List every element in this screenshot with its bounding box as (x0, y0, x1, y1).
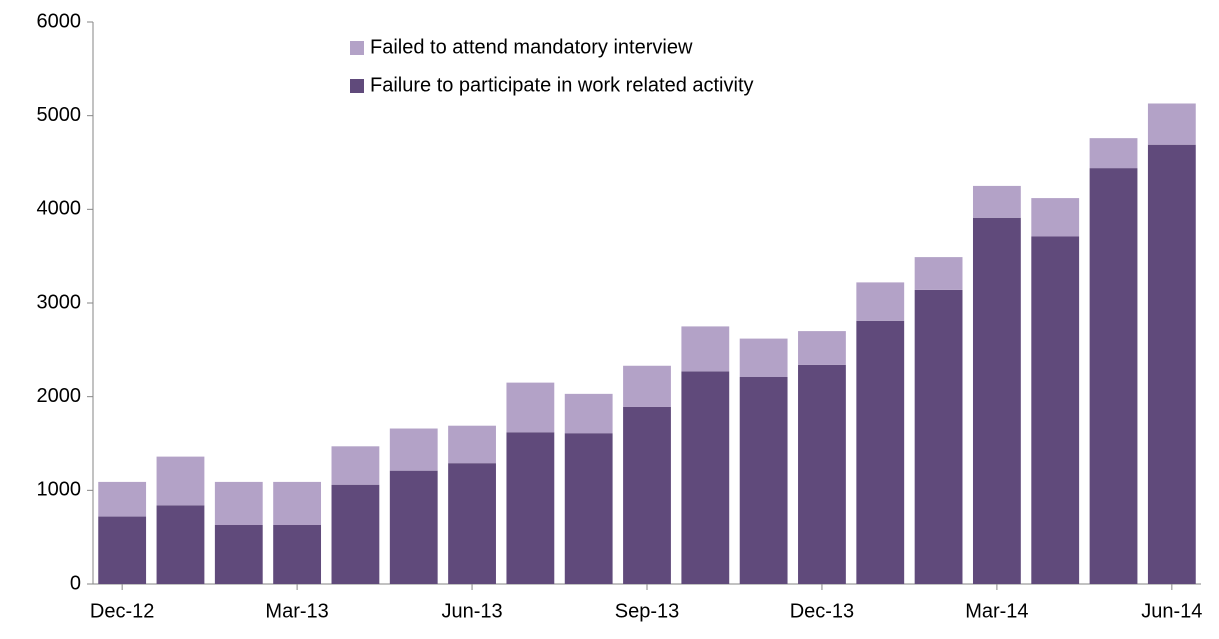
x-tick-label: Jun-13 (441, 600, 502, 622)
bar-segment (156, 505, 205, 584)
bar-segment (739, 376, 788, 584)
bar-segment (98, 481, 147, 517)
bar-segment (156, 456, 205, 506)
bar-segment (331, 484, 380, 584)
y-tick-label: 0 (70, 572, 81, 594)
bar-segment (98, 516, 147, 584)
bar-segment (972, 185, 1021, 218)
bar-segment (564, 393, 613, 434)
legend-swatch (350, 79, 364, 93)
bar-segment (506, 432, 555, 584)
bar-segment (856, 282, 905, 321)
bar-segment (798, 331, 846, 365)
bar-segment (389, 428, 438, 471)
y-tick-label: 1000 (37, 479, 82, 501)
x-tick-label: Mar-13 (265, 600, 328, 622)
bar-segment (389, 470, 438, 584)
bar-segment (623, 406, 671, 584)
y-tick-label: 2000 (37, 385, 82, 407)
x-tick-label: Sep-13 (615, 600, 680, 622)
bar-segment (273, 524, 322, 584)
bar-segment (331, 446, 380, 485)
bar-segment (623, 365, 671, 407)
bar-segment (972, 217, 1021, 584)
legend-label: Failure to participate in work related a… (370, 74, 754, 96)
bar-segment (448, 463, 496, 584)
bar-segment (798, 364, 846, 584)
bar-segment (1089, 168, 1138, 584)
bar-segment (564, 433, 613, 584)
bar-segment (448, 425, 496, 464)
bar-segment (739, 338, 788, 377)
bar-segment (681, 326, 730, 372)
y-tick-label: 3000 (37, 291, 82, 313)
bar-segment (1031, 198, 1080, 237)
y-tick-label: 5000 (37, 104, 82, 126)
bar-segment (1147, 144, 1196, 584)
bar-segment (273, 481, 322, 525)
bar-segment (1031, 236, 1080, 584)
bar-segment (914, 257, 963, 290)
x-tick-label: Mar-14 (965, 600, 1028, 622)
bar-segment (681, 371, 730, 584)
bar-segment (214, 481, 263, 525)
bar-segment (1089, 138, 1138, 169)
y-tick-label: 6000 (37, 10, 82, 32)
bar-segment (856, 320, 905, 584)
bar-segment (214, 524, 263, 584)
x-tick-label: Jun-14 (1141, 600, 1202, 622)
y-tick-label: 4000 (37, 198, 82, 220)
x-tick-label: Dec-13 (790, 600, 854, 622)
bar-segment (914, 289, 963, 584)
bar-segment (1147, 103, 1196, 145)
x-tick-label: Dec-12 (90, 600, 154, 622)
bar-segment (506, 382, 555, 433)
legend-label: Failed to attend mandatory interview (370, 36, 693, 58)
legend-swatch (350, 41, 364, 55)
